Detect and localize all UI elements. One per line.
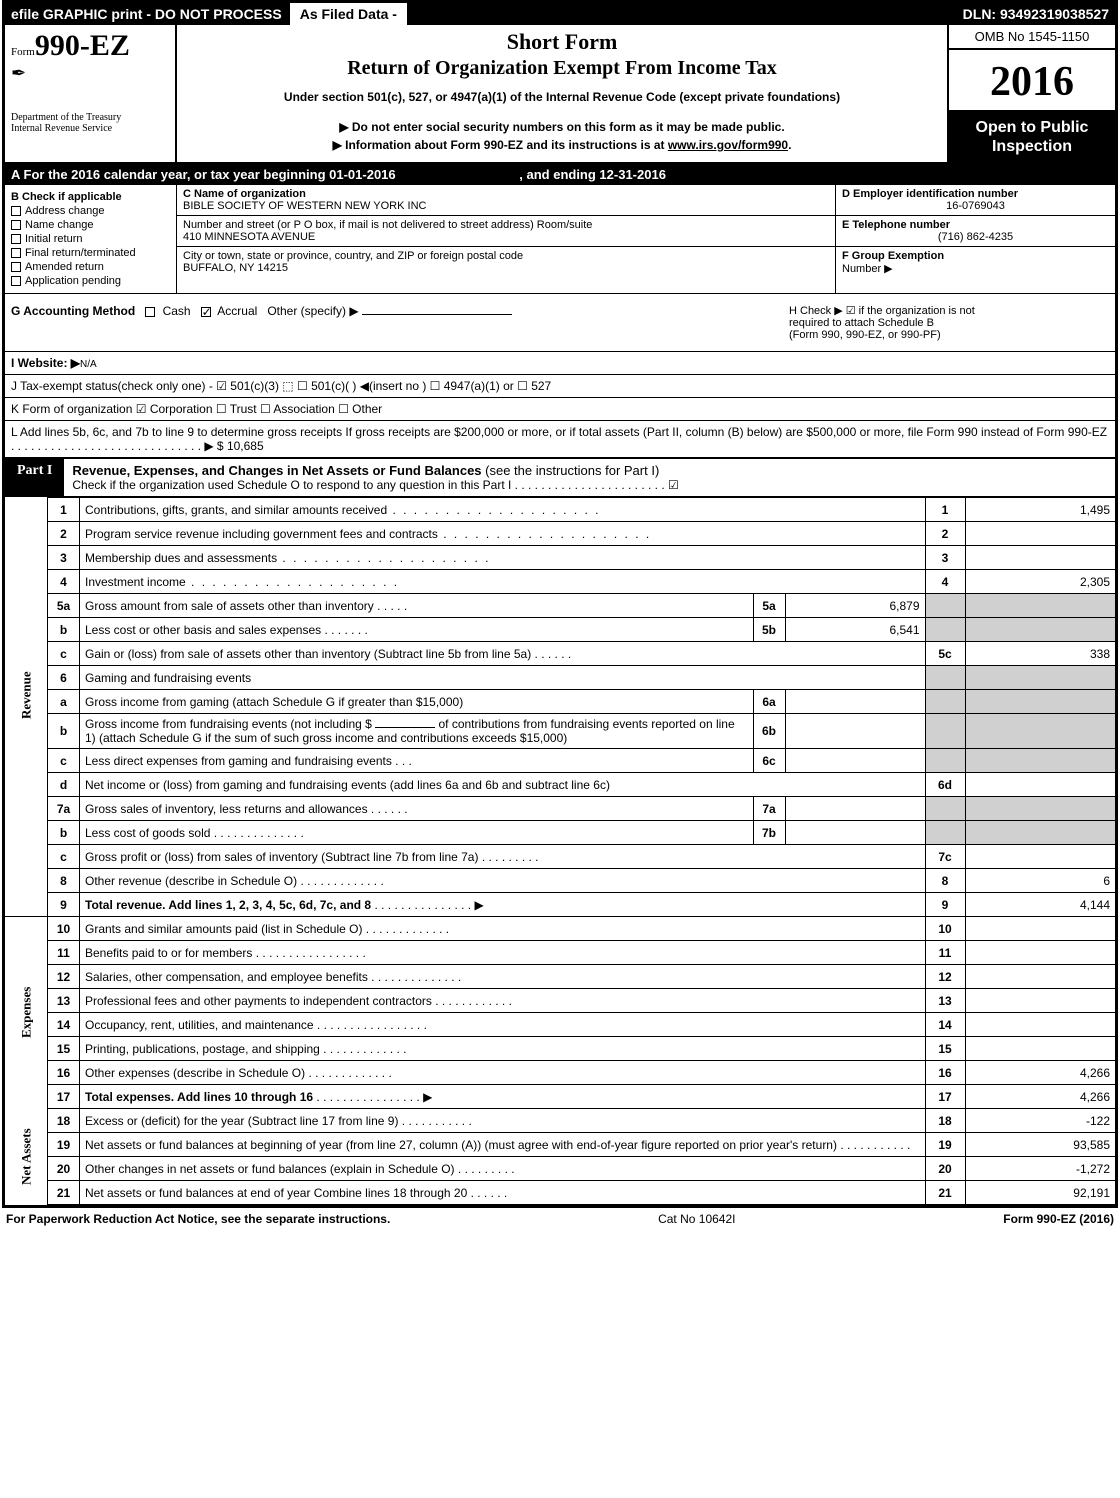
e-phone-row: E Telephone number (716) 862-4235 xyxy=(836,216,1115,247)
row-g-h: G Accounting Method Cash Accrual Other (… xyxy=(5,294,1115,352)
line-1: Revenue 1 Contributions, gifts, grants, … xyxy=(5,498,1115,522)
row-k-form-org: K Form of organization ☑ Corporation ☐ T… xyxy=(5,398,1115,421)
line-2: 2Program service revenue including gover… xyxy=(5,522,1115,546)
form-990ez-page: efile GRAPHIC print - DO NOT PROCESS As … xyxy=(2,0,1118,1208)
line-6b: bGross income from fundraising events (n… xyxy=(5,714,1115,749)
part-1-badge: Part I xyxy=(5,459,64,496)
tax-year: 2016 xyxy=(949,50,1115,112)
treasury-dept: Department of the Treasury Internal Reve… xyxy=(11,112,169,134)
line-9: 9Total revenue. Add lines 1, 2, 3, 4, 5c… xyxy=(5,893,1115,917)
b-heading: B Check if applicable xyxy=(11,191,170,203)
side-expenses: Expenses xyxy=(5,917,48,1109)
page-footer: For Paperwork Reduction Act Notice, see … xyxy=(0,1208,1120,1230)
phone-value: (716) 862-4235 xyxy=(842,231,1109,243)
line-6a: aGross income from gaming (attach Schedu… xyxy=(5,690,1115,714)
line-20: 20Other changes in net assets or fund ba… xyxy=(5,1157,1115,1181)
row-a-tax-year: A For the 2016 calendar year, or tax yea… xyxy=(5,164,1115,185)
check-initial-return[interactable]: Initial return xyxy=(11,233,170,245)
line-8: 8Other revenue (describe in Schedule O) … xyxy=(5,869,1115,893)
line-16: 16Other expenses (describe in Schedule O… xyxy=(5,1061,1115,1085)
city-row: City or town, state or province, country… xyxy=(177,247,835,277)
row-i-website: I Website: ▶N/A xyxy=(5,352,1115,375)
col-b-checkboxes: B Check if applicable Address change Nam… xyxy=(5,185,177,293)
d-ein-row: D Employer identification number 16-0769… xyxy=(836,185,1115,216)
line-10: Expenses 10Grants and similar amounts pa… xyxy=(5,917,1115,941)
check-cash[interactable] xyxy=(145,307,155,317)
check-accrual[interactable] xyxy=(201,307,211,317)
paperwork-notice: For Paperwork Reduction Act Notice, see … xyxy=(6,1212,390,1226)
part-1-header: Part I Revenue, Expenses, and Changes in… xyxy=(5,459,1115,497)
row-l-gross-receipts: L Add lines 5b, 6c, and 7b to line 9 to … xyxy=(5,421,1115,459)
section-bcdef: B Check if applicable Address change Nam… xyxy=(5,185,1115,294)
address-row: Number and street (or P O box, if mail i… xyxy=(177,216,835,247)
line-18: Net Assets 18Excess or (deficit) for the… xyxy=(5,1109,1115,1133)
line-5a: 5aGross amount from sale of assets other… xyxy=(5,594,1115,618)
header-left: Form990-EZ ✒ Department of the Treasury … xyxy=(5,25,177,162)
cat-no: Cat No 10642I xyxy=(390,1212,1003,1226)
line-6d: dNet income or (loss) from gaming and fu… xyxy=(5,773,1115,797)
line-15: 15Printing, publications, postage, and s… xyxy=(5,1037,1115,1061)
short-form-title: Short Form xyxy=(185,29,939,55)
ein-value: 16-0769043 xyxy=(842,200,1109,212)
line-19: 19Net assets or fund balances at beginni… xyxy=(5,1133,1115,1157)
side-net-assets: Net Assets xyxy=(5,1109,48,1205)
part-1-table: Revenue 1 Contributions, gifts, grants, … xyxy=(5,497,1115,1205)
form-header: Form990-EZ ✒ Department of the Treasury … xyxy=(5,25,1115,164)
org-city: BUFFALO, NY 14215 xyxy=(183,262,288,274)
line-4: 4Investment income 42,305 xyxy=(5,570,1115,594)
form-number: Form990-EZ xyxy=(11,29,169,63)
line-7b: bLess cost of goods sold . . . . . . . .… xyxy=(5,821,1115,845)
irs-link[interactable]: www.irs.gov/form990 xyxy=(668,138,788,152)
open-to-public: Open to Public Inspection xyxy=(949,112,1115,162)
header-bullets: ▶ Do not enter social security numbers o… xyxy=(185,118,939,154)
line-3: 3Membership dues and assessments 3 xyxy=(5,546,1115,570)
check-amended-return[interactable]: Amended return xyxy=(11,261,170,273)
contrib-input[interactable] xyxy=(375,727,435,728)
g-accounting: G Accounting Method Cash Accrual Other (… xyxy=(11,304,789,341)
f-group-row: F Group Exemption Number ▶ xyxy=(836,247,1115,293)
line-14: 14Occupancy, rent, utilities, and mainte… xyxy=(5,1013,1115,1037)
check-final-return[interactable]: Final return/terminated xyxy=(11,247,170,259)
h-schedule-b: H Check ▶ ☑ if the organization is not r… xyxy=(789,304,1109,341)
dln-label: DLN: 93492319038527 xyxy=(957,3,1115,25)
eagle-icon: ✒ xyxy=(11,63,169,84)
side-revenue: Revenue xyxy=(5,498,48,893)
return-title: Return of Organization Exempt From Incom… xyxy=(185,57,939,80)
part-1-title: Revenue, Expenses, and Changes in Net As… xyxy=(64,459,1115,496)
c-name-row: C Name of organization BIBLE SOCIETY OF … xyxy=(177,185,835,216)
org-address: 410 MINNESOTA AVENUE xyxy=(183,231,315,243)
efile-label: efile GRAPHIC print - DO NOT PROCESS xyxy=(5,3,288,25)
line-17: 17Total expenses. Add lines 10 through 1… xyxy=(5,1085,1115,1109)
omb-number: OMB No 1545-1150 xyxy=(949,25,1115,50)
line-7c: cGross profit or (loss) from sales of in… xyxy=(5,845,1115,869)
line-13: 13Professional fees and other payments t… xyxy=(5,989,1115,1013)
check-application-pending[interactable]: Application pending xyxy=(11,275,170,287)
gross-receipts-amt: 10,685 xyxy=(227,439,264,453)
efile-top-bar: efile GRAPHIC print - DO NOT PROCESS As … xyxy=(5,3,1115,25)
form-ref: Form 990-EZ (2016) xyxy=(1003,1212,1114,1226)
line-12: 12Salaries, other compensation, and empl… xyxy=(5,965,1115,989)
section-subtitle: Under section 501(c), 527, or 4947(a)(1)… xyxy=(185,90,939,104)
line-6: 6Gaming and fundraising events xyxy=(5,666,1115,690)
header-center: Short Form Return of Organization Exempt… xyxy=(177,25,947,162)
line-5c: cGain or (loss) from sale of assets othe… xyxy=(5,642,1115,666)
check-name-change[interactable]: Name change xyxy=(11,219,170,231)
as-filed-label: As Filed Data - xyxy=(288,3,409,25)
line-5b: bLess cost or other basis and sales expe… xyxy=(5,618,1115,642)
line-21: 21Net assets or fund balances at end of … xyxy=(5,1181,1115,1205)
row-j-tax-exempt: J Tax-exempt status(check only one) - ☑ … xyxy=(5,375,1115,398)
col-c-org-info: C Name of organization BIBLE SOCIETY OF … xyxy=(177,185,835,293)
header-right: OMB No 1545-1150 2016 Open to Public Ins… xyxy=(947,25,1115,162)
line-6c: cLess direct expenses from gaming and fu… xyxy=(5,749,1115,773)
line-11: 11Benefits paid to or for members . . . … xyxy=(5,941,1115,965)
org-name: BIBLE SOCIETY OF WESTERN NEW YORK INC xyxy=(183,200,426,212)
check-address-change[interactable]: Address change xyxy=(11,205,170,217)
other-specify-input[interactable] xyxy=(362,314,512,315)
col-def: D Employer identification number 16-0769… xyxy=(835,185,1115,293)
line-7a: 7aGross sales of inventory, less returns… xyxy=(5,797,1115,821)
